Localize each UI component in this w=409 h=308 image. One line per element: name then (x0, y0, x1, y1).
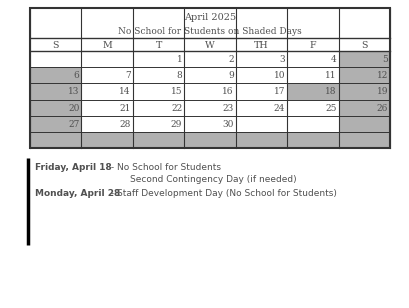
Bar (235, 132, 286, 148)
Bar (286, 132, 338, 148)
Text: 20: 20 (68, 103, 79, 113)
Text: 22: 22 (171, 103, 182, 113)
Text: 8: 8 (176, 71, 182, 80)
Text: 16: 16 (222, 87, 233, 96)
Text: 25: 25 (324, 103, 336, 113)
Bar (133, 83, 184, 99)
Text: 28: 28 (119, 120, 130, 129)
Bar (30, 99, 81, 116)
Bar (235, 99, 286, 116)
Bar (338, 51, 389, 67)
Text: 9: 9 (227, 71, 233, 80)
Bar (184, 132, 235, 148)
Bar (338, 99, 389, 116)
Text: 27: 27 (68, 120, 79, 129)
Text: 11: 11 (324, 71, 336, 80)
Bar (133, 51, 184, 67)
Bar (338, 83, 389, 99)
Text: - Staff Development Day (No School for Students): - Staff Development Day (No School for S… (108, 188, 336, 197)
Text: 18: 18 (324, 87, 336, 96)
Bar (30, 83, 81, 99)
Bar (235, 51, 286, 67)
Text: 10: 10 (273, 71, 284, 80)
Text: 4: 4 (330, 55, 336, 64)
Bar (30, 8, 389, 148)
Bar (30, 132, 81, 148)
Bar (184, 51, 235, 67)
Bar (338, 116, 389, 132)
Bar (184, 116, 235, 132)
Text: Friday, April 18: Friday, April 18 (35, 163, 112, 172)
Bar (286, 116, 338, 132)
Text: S: S (52, 40, 59, 50)
Text: 14: 14 (119, 87, 130, 96)
Text: 15: 15 (170, 87, 182, 96)
Text: 3: 3 (279, 55, 284, 64)
Text: 30: 30 (222, 120, 233, 129)
Text: 19: 19 (375, 87, 387, 96)
Text: S: S (360, 40, 366, 50)
Bar (81, 83, 133, 99)
Text: April 2025: April 2025 (184, 13, 236, 22)
Bar (286, 83, 338, 99)
Bar (286, 67, 338, 83)
Text: 7: 7 (125, 71, 130, 80)
Bar (133, 38, 184, 51)
Text: 12: 12 (376, 71, 387, 80)
Text: F: F (309, 40, 315, 50)
Bar (184, 99, 235, 116)
Text: M: M (102, 40, 112, 50)
Bar (133, 116, 184, 132)
Text: 1: 1 (176, 55, 182, 64)
Text: 23: 23 (222, 103, 233, 113)
Bar (30, 8, 389, 38)
Bar (338, 38, 389, 51)
Bar (81, 51, 133, 67)
Text: Second Contingency Day (if needed): Second Contingency Day (if needed) (130, 176, 296, 184)
Bar (81, 99, 133, 116)
Bar (133, 67, 184, 83)
Bar (235, 67, 286, 83)
Text: T: T (155, 40, 162, 50)
Bar (30, 116, 81, 132)
Text: 24: 24 (273, 103, 284, 113)
Text: W: W (204, 40, 214, 50)
Bar (81, 116, 133, 132)
Text: 6: 6 (74, 71, 79, 80)
Bar (235, 116, 286, 132)
Bar (338, 132, 389, 148)
Bar (30, 67, 81, 83)
Bar (286, 38, 338, 51)
Bar (184, 83, 235, 99)
Text: No School for Students on Shaded Days: No School for Students on Shaded Days (118, 27, 301, 37)
Bar (286, 99, 338, 116)
Text: 13: 13 (68, 87, 79, 96)
Text: 21: 21 (119, 103, 130, 113)
Text: - No School for Students: - No School for Students (108, 163, 220, 172)
Text: 26: 26 (376, 103, 387, 113)
Bar (235, 38, 286, 51)
Bar (81, 38, 133, 51)
Bar (235, 83, 286, 99)
Bar (30, 51, 81, 67)
Text: TH: TH (254, 40, 268, 50)
Text: 5: 5 (381, 55, 387, 64)
Bar (184, 67, 235, 83)
Bar (81, 132, 133, 148)
Bar (184, 38, 235, 51)
Text: Monday, April 28: Monday, April 28 (35, 188, 120, 197)
Bar (286, 51, 338, 67)
Bar (133, 132, 184, 148)
Text: 29: 29 (171, 120, 182, 129)
Text: 17: 17 (273, 87, 284, 96)
Bar (30, 38, 81, 51)
Text: 2: 2 (227, 55, 233, 64)
Bar (338, 67, 389, 83)
Bar (133, 99, 184, 116)
Bar (81, 67, 133, 83)
